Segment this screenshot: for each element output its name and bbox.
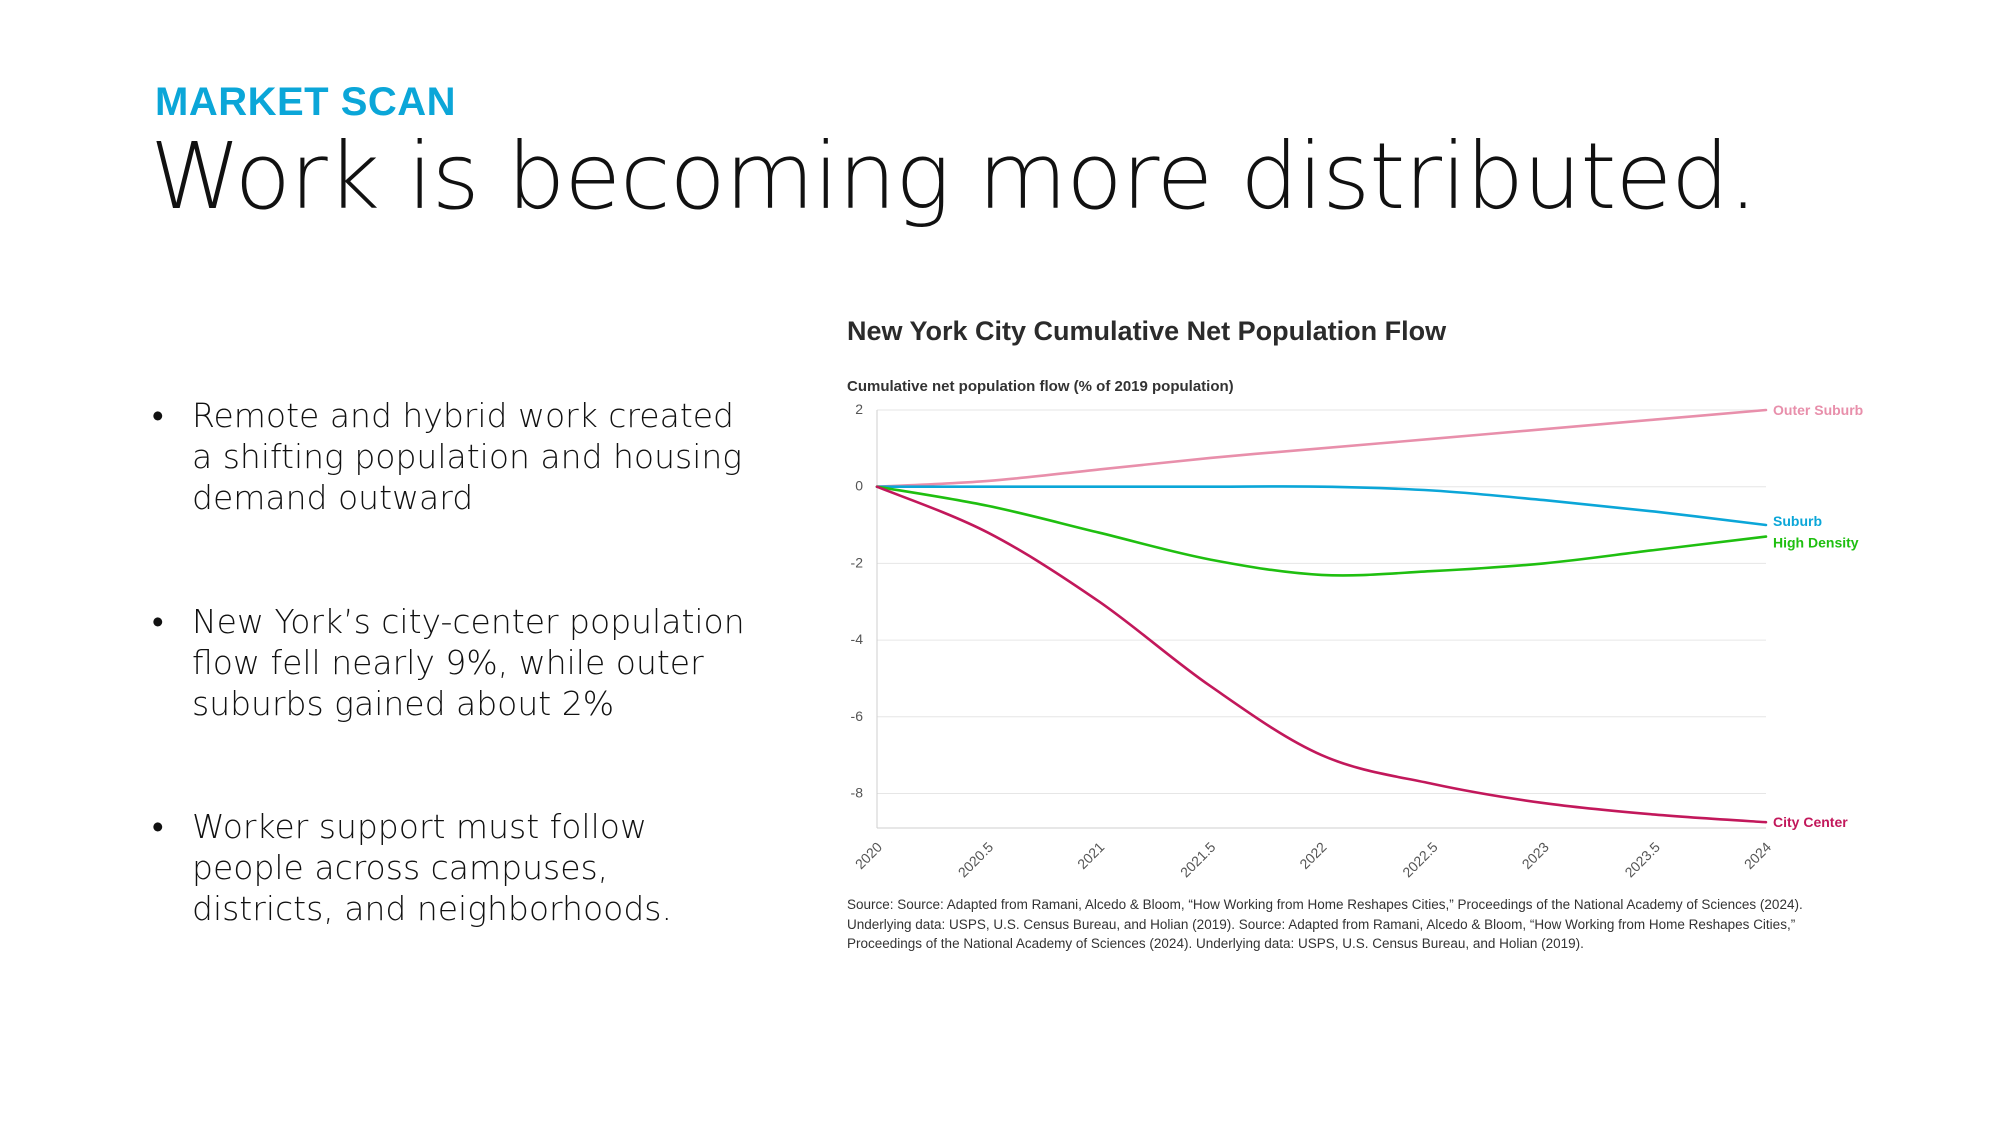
x-tick-label: 2021.5: [1177, 839, 1219, 881]
x-tick-label: 2023: [1519, 839, 1552, 872]
y-tick-label: 2: [855, 401, 863, 417]
y-axis-title: Cumulative net population flow (% of 201…: [847, 378, 1234, 395]
y-tick-label: 0: [855, 478, 863, 494]
y-tick-label: -4: [851, 631, 864, 647]
x-tick-label: 2023.5: [1621, 839, 1663, 881]
bullet-item: Worker support must follow people across…: [150, 806, 750, 929]
series-label-city-center: City Center: [1773, 814, 1848, 830]
bullet-item: Remote and hybrid work created a shiftin…: [150, 395, 750, 518]
x-tick-label: 2024: [1741, 839, 1774, 872]
x-tick-label: 2020: [852, 839, 885, 872]
line-chart: 2 0 -2 -4 -6 -8 2020 2020.5 2021 2021.5 2022 2022.5…: [851, 401, 1864, 881]
series-label-high-density: High Density: [1773, 535, 1859, 551]
y-tick-label: -6: [851, 708, 864, 724]
series-line-suburb: [875, 485, 1768, 527]
x-tick-label: 2022: [1296, 839, 1329, 872]
page-title: Work is becoming more distributed.: [150, 123, 1758, 230]
y-tick-label: -2: [851, 554, 864, 570]
x-tick-label: 2022.5: [1399, 839, 1441, 881]
series-line-outer-suburb: [875, 408, 1768, 488]
series-label-outer-suburb: Outer Suburb: [1773, 402, 1863, 418]
series-label-suburb: Suburb: [1773, 513, 1822, 529]
series-line-city-center: [875, 485, 1768, 824]
x-tick-label: 2020.5: [955, 839, 997, 881]
eyebrow-label: MARKET SCAN: [155, 80, 457, 124]
chart-title: New York City Cumulative Net Population …: [847, 316, 1447, 346]
series-line-high-density: [875, 485, 1768, 577]
y-tick-label: -8: [851, 784, 864, 800]
x-tick-label: 2021: [1074, 839, 1107, 872]
bullet-item: New York’s city-center population flow f…: [150, 601, 750, 724]
source-note: Source: Source: Adapted from Ramani, Alc…: [847, 897, 1803, 951]
